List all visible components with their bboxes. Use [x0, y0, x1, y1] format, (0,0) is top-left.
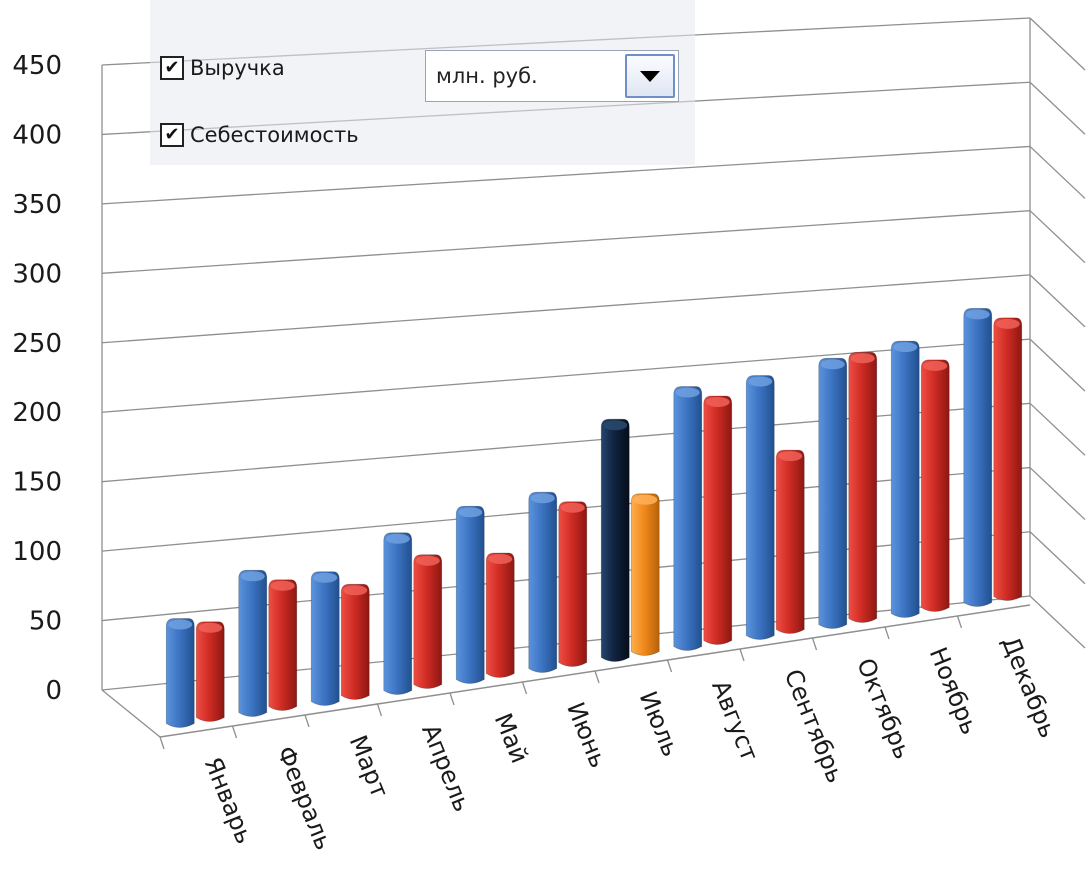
gridline [101, 210, 1031, 274]
side-gridline [1029, 595, 1086, 649]
unit-select-button[interactable] [625, 54, 675, 98]
y-tick-label: 400 [12, 120, 62, 150]
bar-cost [413, 554, 443, 689]
side-gridline [1029, 402, 1086, 456]
bar-revenue [165, 618, 195, 728]
y-tick-label: 350 [12, 190, 62, 220]
x-tick [521, 681, 528, 695]
unit-select[interactable]: млн. руб. [425, 50, 679, 102]
x-tick-label: Март [344, 731, 394, 801]
y-tick-label: 450 [12, 51, 62, 81]
bar-revenue [238, 569, 268, 717]
bar-cost [993, 317, 1023, 601]
bar-revenue [600, 418, 630, 662]
side-gridline [1029, 338, 1086, 392]
side-gridline [1029, 17, 1086, 71]
x-tick-label: Февраль [271, 742, 338, 854]
gridline [101, 338, 1031, 413]
side-gridline [1029, 274, 1086, 328]
bar-revenue [745, 375, 775, 640]
bar-cost [195, 621, 225, 722]
bar-cost [775, 449, 805, 634]
legend-label-revenue: Выручка [190, 56, 285, 80]
bar-cost [848, 351, 878, 623]
x-tick [884, 626, 890, 640]
x-tick-label: Октябрь [851, 654, 917, 763]
x-tick [376, 703, 383, 717]
x-tick [956, 615, 963, 629]
gridline [101, 145, 1031, 205]
bar-revenue [383, 532, 413, 695]
bar-revenue [890, 340, 920, 618]
x-tick [449, 692, 455, 706]
y-tick-label: 0 [45, 676, 62, 706]
x-tick-label: Май [489, 709, 534, 767]
legend-toggle-revenue[interactable]: ✔ Выручка [160, 56, 285, 80]
check-icon: ✔ [164, 57, 180, 78]
x-tick-label: Июль [634, 687, 685, 760]
x-tick [666, 659, 673, 673]
y-tick-label: 250 [12, 329, 62, 359]
y-tick-label: 300 [12, 259, 62, 289]
check-icon: ✔ [164, 124, 180, 145]
gridline [101, 274, 1031, 344]
checkbox-revenue[interactable]: ✔ [160, 56, 184, 80]
bar-cost [630, 493, 660, 656]
y-tick-label: 100 [12, 537, 62, 567]
x-tick [739, 648, 745, 662]
bar-revenue [528, 491, 558, 673]
chevron-down-icon [640, 70, 660, 82]
side-gridline [1029, 145, 1086, 199]
bar-cost [485, 552, 515, 678]
x-tick [811, 637, 818, 651]
unit-select-value: млн. руб. [436, 64, 538, 88]
gridline [101, 402, 1031, 483]
side-gridline [1029, 531, 1086, 585]
bar-revenue [310, 571, 340, 706]
y-tick-label: 50 [29, 607, 62, 637]
bar-revenue [455, 505, 485, 684]
bar-revenue [673, 386, 703, 651]
x-tick [594, 670, 600, 684]
x-tick [304, 714, 310, 728]
checkbox-cost[interactable]: ✔ [160, 123, 184, 147]
legend-toggle-cost[interactable]: ✔ Себестоимость [160, 123, 359, 147]
x-tick [159, 736, 165, 750]
legend-label-cost: Себестоимость [190, 123, 359, 147]
y-tick-label: 200 [12, 398, 62, 428]
x-tick-label: Январь [199, 753, 259, 848]
x-tick-label: Август [706, 676, 764, 765]
side-gridline [1029, 81, 1086, 135]
x-tick [231, 725, 238, 739]
x-tick-label: Июнь [561, 698, 612, 772]
x-tick-label: Декабрь [996, 632, 1062, 742]
side-gridline [1029, 210, 1086, 264]
bar-cost [340, 583, 370, 700]
floor-edge [101, 689, 161, 738]
x-tick-label: Апрель [416, 720, 476, 815]
x-tick-label: Ноябрь [924, 643, 984, 738]
bar-cost [703, 395, 733, 645]
y-tick-label: 150 [12, 468, 62, 498]
bar-revenue [963, 308, 993, 607]
bar-revenue [818, 357, 848, 629]
bar-cost [920, 359, 950, 612]
bar-cost [558, 501, 588, 667]
bar-cost [268, 579, 298, 711]
x-tick-label: Сентябрь [779, 665, 850, 787]
side-gridline [1029, 467, 1086, 521]
